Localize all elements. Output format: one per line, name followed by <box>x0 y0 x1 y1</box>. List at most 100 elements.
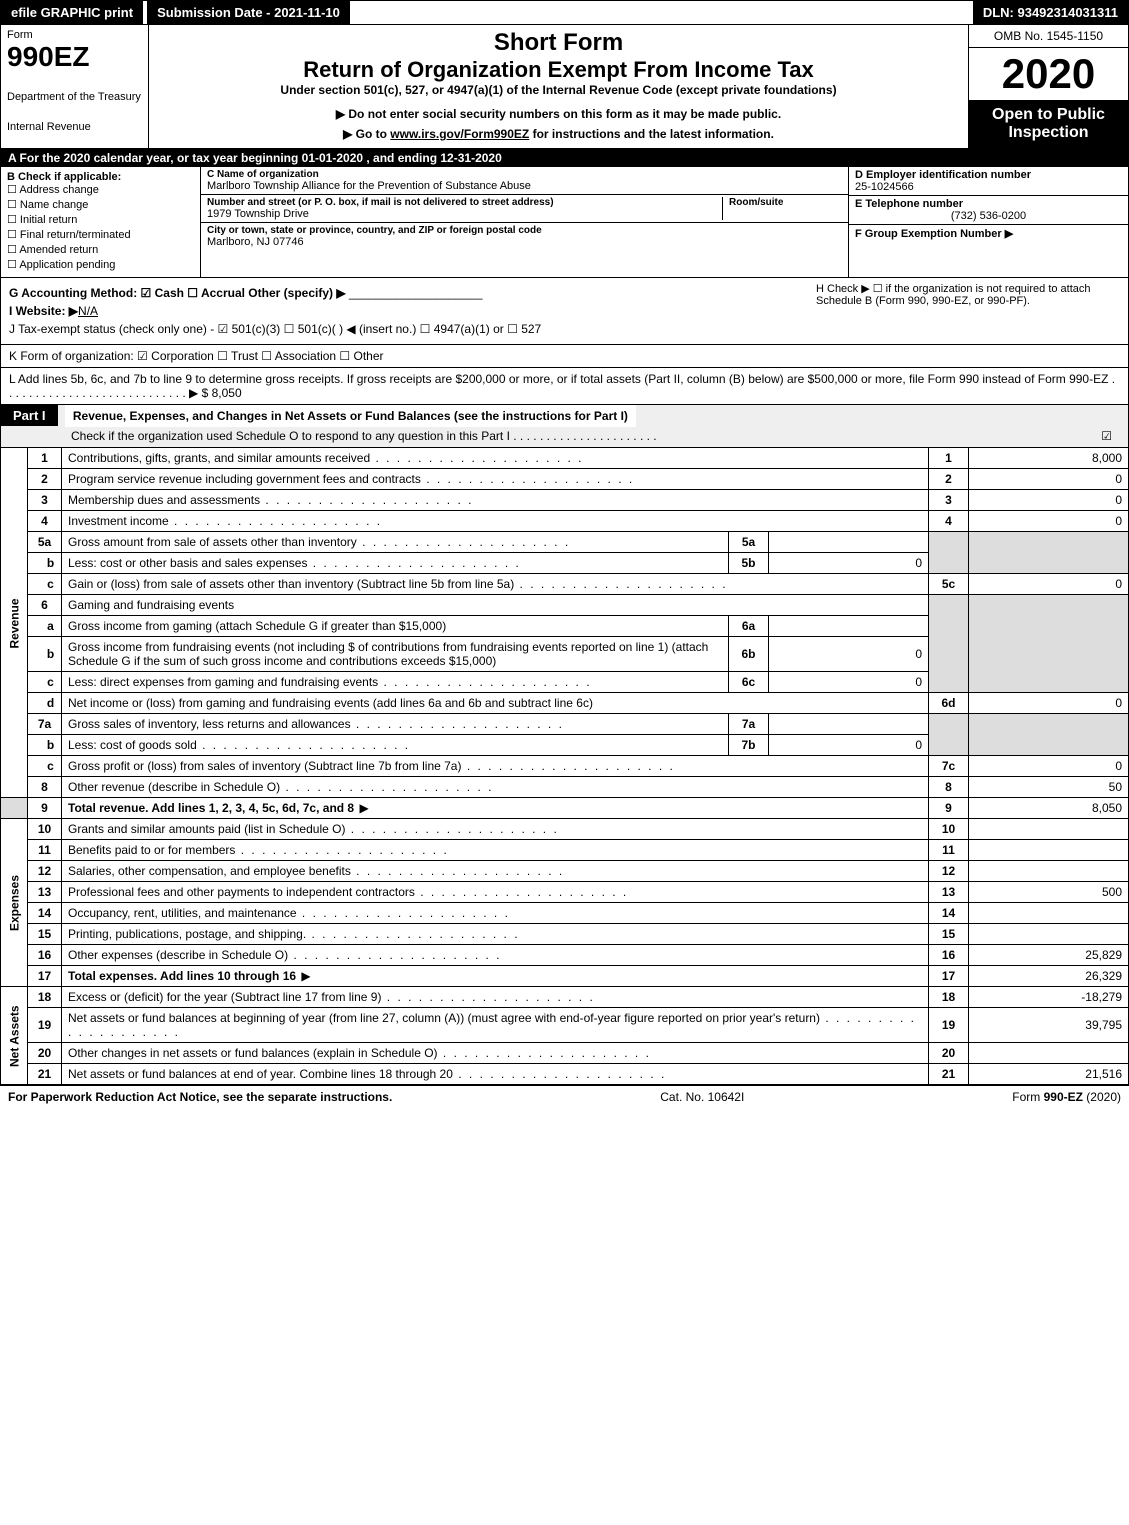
phone-val: (732) 536-0200 <box>855 210 1122 222</box>
footer-left: For Paperwork Reduction Act Notice, see … <box>8 1090 392 1104</box>
l15-rn: 15 <box>929 924 969 945</box>
l7c-rv: 0 <box>969 756 1129 777</box>
row-20: 20 Other changes in net assets or fund b… <box>1 1043 1129 1064</box>
row-3: 3 Membership dues and assessments 3 0 <box>1 490 1129 511</box>
form-number: 990EZ <box>7 41 142 73</box>
l6c-iv: 0 <box>769 672 929 693</box>
l7a-num: 7a <box>28 714 62 735</box>
under-section: Under section 501(c), 527, or 4947(a)(1)… <box>161 83 956 97</box>
l6c-desc: Less: direct expenses from gaming and fu… <box>62 672 729 693</box>
row-7c: c Gross profit or (loss) from sales of i… <box>1 756 1129 777</box>
row-15: 15 Printing, publications, postage, and … <box>1 924 1129 945</box>
l14-rn: 14 <box>929 903 969 924</box>
l12-desc: Salaries, other compensation, and employ… <box>62 861 929 882</box>
l6-desc: Gaming and fundraising events <box>62 595 929 616</box>
l7a-in: 7a <box>729 714 769 735</box>
l7a-iv <box>769 714 929 735</box>
l6a-iv <box>769 616 929 637</box>
l6c-num: c <box>28 672 62 693</box>
l2-num: 2 <box>28 469 62 490</box>
l20-num: 20 <box>28 1043 62 1064</box>
sidelabel-revenue: Revenue <box>1 448 28 798</box>
l9-num: 9 <box>28 798 62 819</box>
l17-rv: 26,329 <box>969 966 1129 987</box>
part-i-title: Revenue, Expenses, and Changes in Net As… <box>65 405 636 427</box>
l6-rv-shade <box>969 595 1129 693</box>
chk-name-change[interactable]: ☐ Name change <box>7 198 194 211</box>
row-5a: 5a Gross amount from sale of assets othe… <box>1 532 1129 553</box>
part-i-checkbox[interactable]: ☑ <box>1101 429 1112 443</box>
l10-num: 10 <box>28 819 62 840</box>
dept-treasury: Department of the Treasury <box>7 91 142 103</box>
sidelabel-netassets: Net Assets <box>1 987 28 1085</box>
l6b-in: 6b <box>729 637 769 672</box>
row-9: 9 Total revenue. Add lines 1, 2, 3, 4, 5… <box>1 798 1129 819</box>
goto-line: ▶ Go to www.irs.gov/Form990EZ for instru… <box>161 127 956 141</box>
part-i-check-note: Check if the organization used Schedule … <box>1 427 1128 447</box>
l19-num: 19 <box>28 1008 62 1043</box>
chk-address-change[interactable]: ☐ Address change <box>7 183 194 196</box>
l18-rn: 18 <box>929 987 969 1008</box>
l9-rv: 8,050 <box>969 798 1129 819</box>
chk-initial-return[interactable]: ☐ Initial return <box>7 213 194 226</box>
l1-desc: Contributions, gifts, grants, and simila… <box>62 448 929 469</box>
l9-desc: Total revenue. Add lines 1, 2, 3, 4, 5c,… <box>62 798 929 819</box>
row-12: 12 Salaries, other compensation, and emp… <box>1 861 1129 882</box>
row-7a: 7a Gross sales of inventory, less return… <box>1 714 1129 735</box>
chk-application-pending[interactable]: ☐ Application pending <box>7 258 194 271</box>
l6d-rv: 0 <box>969 693 1129 714</box>
l3-desc: Membership dues and assessments <box>62 490 929 511</box>
org-addr-val: 1979 Township Drive <box>207 208 722 220</box>
l20-rn: 20 <box>929 1043 969 1064</box>
l19-desc: Net assets or fund balances at beginning… <box>62 1008 929 1043</box>
l5a-in: 5a <box>729 532 769 553</box>
row-18: Net Assets 18 Excess or (deficit) for th… <box>1 987 1129 1008</box>
l7b-num: b <box>28 735 62 756</box>
l18-num: 18 <box>28 987 62 1008</box>
l4-num: 4 <box>28 511 62 532</box>
l1-num: 1 <box>28 448 62 469</box>
title-block: Form 990EZ Department of the Treasury In… <box>0 25 1129 149</box>
row-a-period: A For the 2020 calendar year, or tax yea… <box>0 149 1129 167</box>
open-to-public: Open to Public Inspection <box>969 100 1128 148</box>
l5c-num: c <box>28 574 62 595</box>
l13-desc: Professional fees and other payments to … <box>62 882 929 903</box>
l7b-desc: Less: cost of goods sold <box>62 735 729 756</box>
l4-rn: 4 <box>929 511 969 532</box>
l12-rn: 12 <box>929 861 969 882</box>
row-k: K Form of organization: ☑ Corporation ☐ … <box>0 345 1129 368</box>
l6d-rn: 6d <box>929 693 969 714</box>
l14-rv <box>969 903 1129 924</box>
row-10: Expenses 10 Grants and similar amounts p… <box>1 819 1129 840</box>
l17-num: 17 <box>28 966 62 987</box>
form-id-block: Form 990EZ Department of the Treasury In… <box>1 25 149 148</box>
l6d-desc: Net income or (loss) from gaming and fun… <box>62 693 929 714</box>
chk-final-return[interactable]: ☐ Final return/terminated <box>7 228 194 241</box>
group-exempt-lbl: F Group Exemption Number ▶ <box>855 228 1013 240</box>
l11-rn: 11 <box>929 840 969 861</box>
l10-desc: Grants and similar amounts paid (list in… <box>62 819 929 840</box>
l13-rn: 13 <box>929 882 969 903</box>
l18-rv: -18,279 <box>969 987 1129 1008</box>
l10-rn: 10 <box>929 819 969 840</box>
l3-num: 3 <box>28 490 62 511</box>
l11-num: 11 <box>28 840 62 861</box>
ssn-warning: ▶ Do not enter social security numbers o… <box>161 107 956 121</box>
efile-label: efile GRAPHIC print <box>1 1 143 24</box>
l16-rn: 16 <box>929 945 969 966</box>
l19-rv: 39,795 <box>969 1008 1129 1043</box>
short-form-title: Short Form <box>161 29 956 57</box>
org-addr-cell: Number and street (or P. O. box, if mail… <box>201 195 848 223</box>
l8-rn: 8 <box>929 777 969 798</box>
header-bar: efile GRAPHIC print Submission Date - 20… <box>0 0 1129 25</box>
dept-irs: Internal Revenue <box>7 121 142 133</box>
row-13: 13 Professional fees and other payments … <box>1 882 1129 903</box>
l8-rv: 50 <box>969 777 1129 798</box>
l1-rv: 8,000 <box>969 448 1129 469</box>
goto-link[interactable]: www.irs.gov/Form990EZ <box>390 127 529 141</box>
footer-right: Form 990-EZ (2020) <box>1012 1090 1121 1104</box>
l6b-num: b <box>28 637 62 672</box>
chk-amended-return[interactable]: ☐ Amended return <box>7 243 194 256</box>
row-4: 4 Investment income 4 0 <box>1 511 1129 532</box>
org-block: B Check if applicable: ☐ Address change … <box>0 167 1129 278</box>
